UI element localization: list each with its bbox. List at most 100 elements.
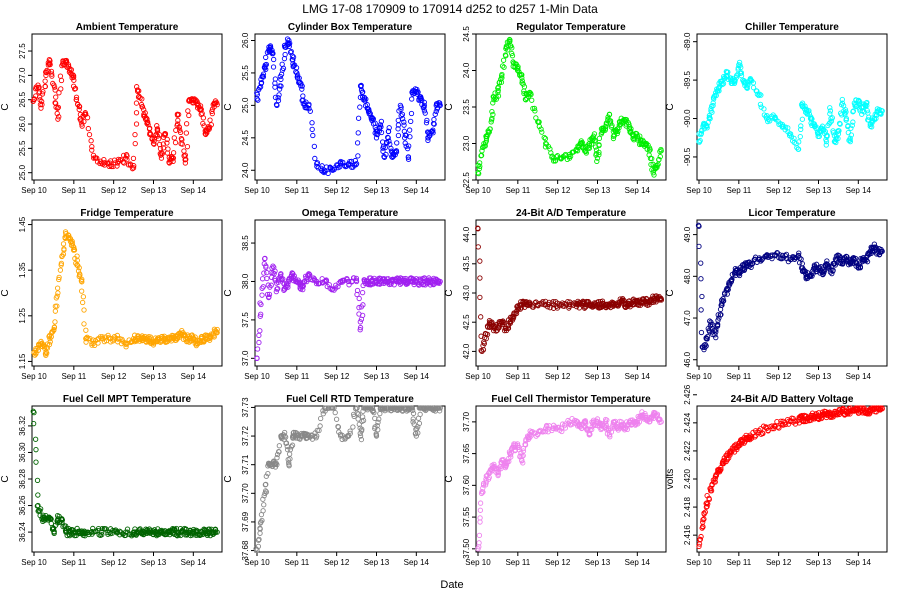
data-point [290, 271, 296, 277]
data-point [175, 117, 181, 124]
data-point [254, 96, 260, 102]
data-point [114, 335, 121, 342]
data-point [578, 425, 585, 431]
data-point [736, 269, 742, 275]
data-point [503, 45, 509, 52]
data-point [795, 146, 802, 152]
data-point [519, 78, 525, 84]
data-point [754, 91, 761, 97]
data-point [262, 63, 268, 70]
data-point [574, 148, 581, 154]
data-point [479, 489, 485, 495]
data-point [481, 340, 488, 347]
data-point [134, 84, 140, 90]
data-point [47, 516, 53, 522]
data-point [281, 56, 288, 62]
data-point [373, 433, 380, 439]
data-point [706, 112, 713, 119]
data-point [799, 100, 806, 106]
data-point [357, 433, 364, 439]
data-point [382, 144, 388, 151]
panel-12: 24-Bit A/D Battery Voltage volts 2.416 2.41… [665, 384, 888, 567]
data-point [409, 96, 415, 102]
data-point [542, 144, 549, 150]
data-point [586, 431, 593, 438]
data-point [654, 162, 660, 169]
x-tick-label: Sep 10 [686, 558, 712, 567]
data-point [535, 118, 541, 125]
data-point [132, 140, 138, 147]
y-tick-label: 37.69 [241, 511, 250, 532]
data-point [313, 280, 320, 287]
data-point [648, 161, 654, 168]
data-point [614, 126, 621, 132]
y-tick-label: 25.0 [18, 164, 27, 180]
figure-title: LMG 17-08 170909 to 170914 d252 to d257 … [302, 2, 598, 16]
data-point [359, 289, 366, 296]
x-tick-label: Sep 12 [324, 558, 350, 567]
data-point [266, 294, 272, 300]
x-tick-label: Sep 14 [181, 372, 207, 381]
data-point [274, 455, 280, 461]
data-point [582, 148, 589, 154]
data-point [309, 120, 315, 126]
x-tick-label: Sep 10 [465, 372, 491, 381]
y-tick-label: -89.5 [683, 70, 692, 89]
y-tick-label: 27.0 [18, 67, 27, 83]
data-point [409, 405, 415, 411]
y-tick-label: 37.72 [241, 426, 250, 447]
data-point [311, 433, 318, 439]
data-point [72, 86, 78, 92]
y-tick-label: 24.5 [462, 26, 471, 42]
data-point [174, 335, 181, 342]
data-point [479, 348, 485, 355]
data-point [257, 526, 263, 532]
data-point [357, 83, 364, 89]
data-point [256, 339, 262, 346]
panel-title: Fuel Cell RTD Temperature [286, 394, 414, 405]
x-tick-label: Sep 10 [21, 372, 47, 381]
data-point [855, 265, 861, 271]
data-point [602, 126, 609, 132]
data-point [394, 140, 400, 146]
data-point [646, 148, 652, 154]
data-point [179, 141, 185, 147]
data-point [259, 276, 266, 282]
data-point [417, 96, 423, 102]
data-point [31, 97, 37, 103]
data-point [35, 502, 41, 509]
data-point [274, 286, 280, 292]
data-point [477, 258, 483, 264]
data-point [642, 412, 648, 419]
data-point [59, 62, 65, 69]
plot-frame [696, 219, 888, 367]
data-point [835, 252, 842, 259]
data-point [608, 124, 615, 130]
data-point [410, 416, 416, 422]
plot-frame [696, 33, 888, 181]
data-point [355, 130, 361, 136]
data-point [779, 421, 786, 427]
data-point [107, 529, 113, 535]
data-point [843, 115, 850, 122]
y-tick-label: 1.45 [18, 216, 27, 232]
data-point [308, 433, 315, 439]
data-point [133, 110, 140, 116]
data-point [779, 123, 786, 129]
data-point [79, 276, 85, 282]
data-point [354, 140, 361, 146]
data-point [602, 419, 609, 425]
data-point [828, 118, 835, 124]
data-point [720, 296, 726, 302]
data-point [353, 405, 360, 411]
data-point [618, 419, 625, 425]
x-tick-label: Sep 11 [505, 186, 530, 195]
data-point [347, 428, 353, 434]
data-point [287, 40, 293, 46]
x-tick-label: Sep 11 [284, 558, 309, 567]
x-tick-label: Sep 13 [585, 558, 611, 567]
y-tick-label: 37.70 [241, 483, 250, 504]
data-point [337, 161, 344, 167]
data-point [67, 532, 73, 539]
data-point [596, 135, 603, 141]
